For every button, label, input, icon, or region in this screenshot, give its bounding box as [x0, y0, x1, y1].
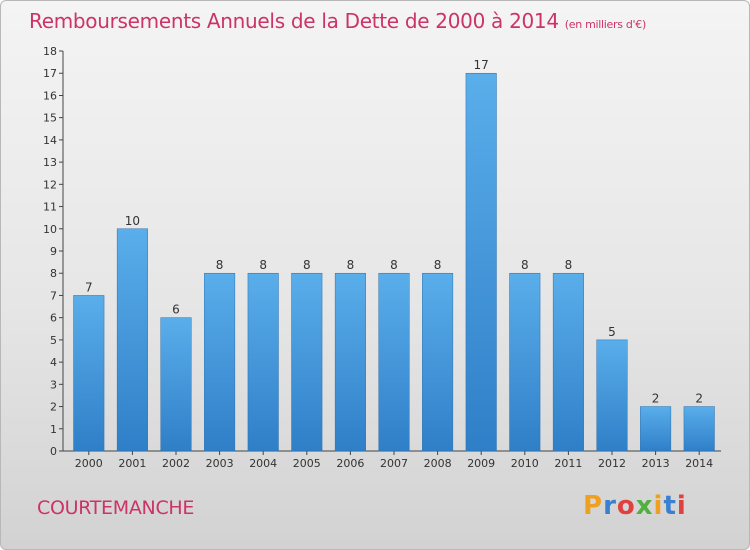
x-tick-label: 2014	[685, 457, 713, 470]
y-tick-label: 8	[50, 267, 57, 280]
bar-2010	[509, 272, 541, 452]
bar-2014	[683, 406, 715, 452]
y-tick-label: 12	[43, 178, 57, 191]
x-tick-label: 2006	[336, 457, 364, 470]
proxiti-logo: Proxiti	[583, 491, 687, 521]
bar-value-label: 6	[172, 303, 180, 317]
bar-value-label: 8	[347, 258, 355, 272]
y-tick-label: 17	[43, 67, 57, 80]
bar-2001	[116, 228, 148, 452]
x-tick-label: 2012	[598, 457, 626, 470]
bar-value-label: 8	[259, 258, 267, 272]
x-tick-label: 2010	[511, 457, 539, 470]
bar-2009	[465, 72, 497, 452]
bars	[73, 72, 715, 452]
chart-title-text: Remboursements Annuels de la Dette de 20…	[29, 9, 559, 33]
commune-name: COURTEMANCHE	[37, 497, 195, 519]
bar-value-label: 8	[565, 258, 573, 272]
logo-letter: i	[676, 491, 687, 521]
x-tick-label: 2001	[118, 457, 146, 470]
logo-letter: r	[603, 491, 617, 521]
x-tick-label: 2007	[380, 457, 408, 470]
bar-2006	[334, 272, 366, 452]
x-tick-label: 2000	[75, 457, 103, 470]
x-tick-label: 2004	[249, 457, 277, 470]
x-tick-label: 2013	[642, 457, 670, 470]
bar-2012	[596, 339, 628, 452]
x-tick-label: 2009	[467, 457, 495, 470]
y-tick-label: 13	[43, 156, 57, 169]
bar-value-label: 8	[216, 258, 224, 272]
y-tick-label: 16	[43, 89, 57, 102]
x-tick-label: 2003	[206, 457, 234, 470]
bar-value-label: 8	[390, 258, 398, 272]
y-tick-label: 10	[43, 223, 57, 236]
y-tick-label: 0	[50, 445, 57, 458]
logo-letter: P	[583, 491, 604, 521]
chart-title: Remboursements Annuels de la Dette de 20…	[29, 9, 646, 33]
bar-value-label: 8	[521, 258, 529, 272]
x-tick-label: 2008	[424, 457, 452, 470]
y-tick-label: 15	[43, 112, 57, 125]
bar-2003	[204, 272, 236, 452]
logo-letter: o	[616, 491, 636, 521]
bar-value-label: 8	[434, 258, 442, 272]
y-tick-label: 4	[50, 356, 57, 369]
bar-2005	[291, 272, 323, 452]
bar-value-label: 10	[125, 214, 140, 228]
y-tick-label: 2	[50, 401, 57, 414]
y-tick-label: 6	[50, 312, 57, 325]
bar-2013	[640, 406, 672, 452]
bar-value-label: 5	[608, 325, 616, 339]
y-tick-label: 3	[50, 378, 57, 391]
bar-value-label: 8	[303, 258, 311, 272]
x-tick-label: 2002	[162, 457, 190, 470]
y-tick-label: 5	[50, 334, 57, 347]
bar-value-label: 2	[652, 392, 660, 406]
y-tick-label: 18	[43, 45, 57, 58]
bar-2002	[160, 317, 192, 452]
bar-2007	[378, 272, 410, 452]
labels: 7 10 6 8 8 8 8 8 8 17 8 8 5 2 2	[85, 58, 703, 405]
x-tick-label: 2005	[293, 457, 321, 470]
logo-letter: t	[663, 491, 677, 521]
bar-2004	[247, 272, 279, 452]
bar-value-label: 17	[474, 58, 489, 72]
bar-value-label: 2	[695, 392, 703, 406]
bar-2011	[552, 272, 584, 452]
bar-2008	[422, 272, 454, 452]
y-tick-label: 1	[50, 423, 57, 436]
bar-value-label: 7	[85, 280, 93, 294]
y-tick-label: 9	[50, 245, 57, 258]
x-tick-label: 2011	[554, 457, 582, 470]
chart-unit: (en milliers d'€)	[564, 18, 646, 31]
y-tick-label: 14	[43, 134, 57, 147]
logo-letter: x	[635, 491, 654, 521]
y-tick-label: 7	[50, 289, 57, 302]
logo-letter: i	[653, 491, 664, 521]
y-tick-label: 11	[43, 201, 57, 214]
bar-2000	[73, 295, 105, 452]
